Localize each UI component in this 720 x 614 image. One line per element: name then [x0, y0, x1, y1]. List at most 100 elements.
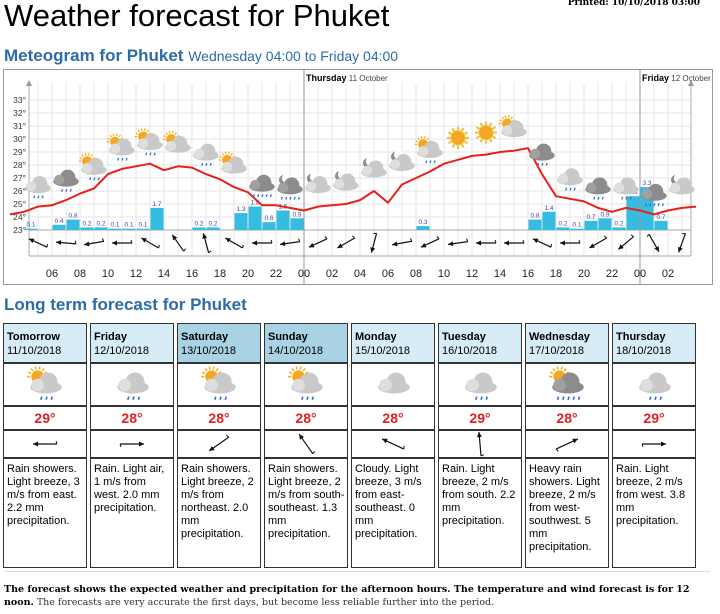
precip-label: 1.7	[152, 201, 161, 208]
sun-ray	[510, 116, 513, 120]
raindrop	[621, 196, 624, 200]
day-description: Rain showers. Light breeze, 3 m/s from e…	[7, 463, 80, 527]
arrow-head	[589, 243, 595, 248]
raindrop	[573, 187, 576, 191]
sun-ray	[426, 137, 429, 141]
axis-arrow	[26, 80, 32, 86]
day-label: Friday 12 October	[642, 73, 711, 83]
wind-arrow-icon	[202, 233, 212, 254]
day-name: Friday	[642, 73, 669, 83]
day-date: 17/10/2018	[529, 345, 585, 357]
day-date: 11/10/2018	[7, 345, 62, 357]
precip-label: 0.8	[68, 213, 77, 220]
raindrop	[127, 395, 130, 400]
wind-arrow-icon	[381, 438, 405, 450]
sun-ray	[489, 138, 493, 143]
precip-bar	[542, 211, 556, 230]
x-tick-label: 12	[466, 268, 478, 280]
sun-ray	[112, 133, 115, 137]
arrow-barb	[225, 434, 230, 438]
weather-symbol	[178, 364, 260, 407]
sun-ray	[109, 134, 112, 138]
precip-bar	[108, 228, 122, 230]
x-tick-label: 18	[550, 268, 562, 280]
partsun-cloud-icon	[218, 151, 247, 174]
raindrop	[61, 188, 64, 192]
sun-ray	[461, 144, 465, 148]
wind-arrow	[119, 441, 144, 448]
sun-ray	[464, 140, 468, 145]
arrow-head	[560, 240, 565, 246]
x-tick-label: 14	[494, 268, 506, 280]
x-tick-label: 06	[382, 268, 394, 280]
precip-bar	[556, 227, 570, 230]
raindrop	[601, 196, 604, 200]
sun-ray	[549, 370, 554, 374]
moon-cloud-icon	[669, 173, 695, 195]
cloud-part	[640, 378, 653, 391]
cloud-part	[586, 182, 597, 193]
cloud-part	[118, 378, 131, 391]
moon-cloud-icon	[305, 172, 331, 194]
sun-ray	[464, 131, 468, 135]
meteogram-heading: Meteogram for Phuket Wednesday 04:00 to …	[4, 46, 398, 66]
sun-icon	[474, 121, 498, 144]
sun-ray	[221, 152, 224, 156]
day-header: Thursday 18/10/2018	[613, 324, 695, 364]
day-wind	[4, 431, 86, 459]
arrow-barb	[603, 235, 607, 239]
meteogram-chart: 23° 24° 25° 26° 27° 28° 29° 30° 31° 32° 33° 06 08 10 1…	[3, 69, 713, 285]
day-header: Monday 15/10/2018	[352, 324, 434, 364]
day-wind	[613, 431, 695, 459]
day-temperature: 28°	[178, 407, 260, 431]
day-description: Rain. Light breeze, 2 m/s from south. 2.…	[442, 463, 516, 527]
x-tick-label: 02	[326, 268, 338, 280]
day-temperature: 28°	[352, 407, 434, 431]
wind-arrow-icon	[677, 233, 686, 253]
sun-ray	[204, 367, 208, 371]
cloud-part	[390, 159, 401, 170]
cloud-part	[614, 182, 625, 193]
weather-symbol	[265, 364, 347, 407]
cloud-part	[642, 189, 653, 200]
wind-arrow-icon	[420, 236, 440, 248]
wind-arrow	[381, 438, 405, 450]
raindrop	[149, 152, 152, 156]
sun-ray	[41, 367, 45, 371]
sun-ray	[423, 135, 426, 139]
arrow-barb	[682, 233, 686, 235]
sun-ray	[115, 133, 118, 137]
cloud-part	[54, 174, 65, 185]
x-tick-label: 16	[522, 268, 534, 280]
sun-ray	[461, 127, 465, 132]
arrow-head	[209, 445, 215, 451]
y-tick-label: 30°	[13, 134, 26, 144]
raindrop	[657, 203, 660, 207]
day-date: 15/10/2018	[355, 345, 411, 357]
sun-ray	[230, 152, 233, 156]
forecast-day-saturday: Saturday 13/10/2018 28° Rain showers. Lig…	[177, 323, 261, 568]
weather-symbol	[91, 364, 173, 407]
y-tick-label: 31°	[13, 121, 26, 131]
precip-bar	[626, 196, 640, 230]
arrow-barb	[494, 239, 497, 244]
wind-arrow-icon	[641, 441, 666, 448]
raindrop	[545, 162, 548, 166]
forecast-day-wednesday: Wednesday 17/10/2018 28° Heavy rain showe…	[525, 323, 609, 568]
precip-label: 0.1	[26, 222, 35, 229]
sun-ray	[165, 132, 168, 135]
sun-ray	[201, 370, 206, 374]
raindrop	[433, 160, 436, 164]
raindrop	[257, 194, 260, 198]
raindrop	[121, 157, 124, 161]
day-date: 12/10/2018	[94, 345, 150, 357]
partsun-rain-icon	[78, 152, 107, 181]
partsun-rain-icon	[27, 365, 62, 400]
sun-ray	[492, 135, 496, 139]
wind-arrow-icon	[448, 238, 469, 247]
raindrop	[97, 177, 100, 181]
precip-bar	[66, 219, 80, 230]
cloud-icon	[378, 372, 410, 393]
sun-ray	[146, 129, 149, 133]
cloud-part	[558, 173, 569, 184]
